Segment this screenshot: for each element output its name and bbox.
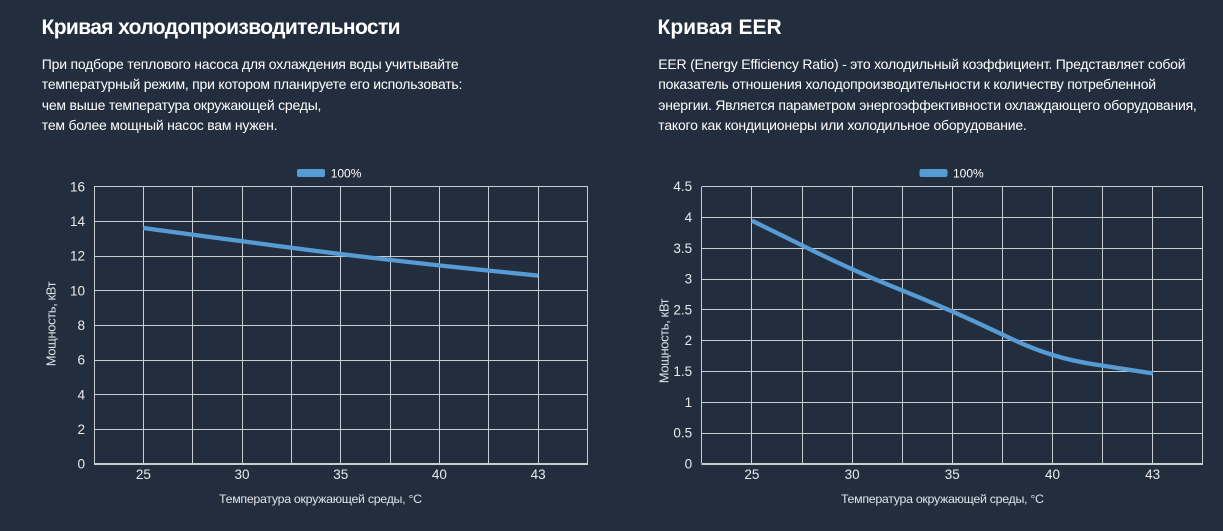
- svg-text:Температура окружающей среды,: Температура окружающей среды, °C: [841, 492, 1044, 506]
- svg-text:12: 12: [70, 249, 85, 264]
- svg-text:Температура окружающей среды,: Температура окружающей среды, °C: [219, 492, 422, 506]
- svg-text:16: 16: [70, 179, 85, 194]
- svg-text:0: 0: [77, 457, 85, 472]
- svg-text:4.5: 4.5: [673, 179, 692, 194]
- svg-text:35: 35: [333, 467, 348, 482]
- svg-text:1: 1: [685, 395, 693, 410]
- svg-text:4: 4: [685, 210, 693, 225]
- svg-text:4: 4: [77, 387, 85, 402]
- svg-text:Мощность, кВт: Мощность, кВт: [657, 298, 672, 383]
- svg-text:10: 10: [70, 283, 85, 298]
- svg-text:25: 25: [744, 467, 759, 482]
- svg-text:100%: 100%: [953, 167, 984, 181]
- svg-text:6: 6: [77, 353, 85, 368]
- svg-text:40: 40: [1045, 467, 1060, 482]
- svg-text:43: 43: [531, 467, 546, 482]
- svg-text:35: 35: [945, 467, 960, 482]
- svg-text:40: 40: [432, 467, 447, 482]
- svg-text:8: 8: [77, 318, 85, 333]
- svg-text:3.5: 3.5: [673, 241, 692, 256]
- svg-text:2.5: 2.5: [673, 302, 692, 317]
- svg-text:2: 2: [77, 422, 85, 437]
- svg-text:2: 2: [685, 333, 693, 348]
- svg-text:30: 30: [845, 467, 860, 482]
- svg-text:1.5: 1.5: [673, 364, 692, 379]
- svg-text:30: 30: [235, 467, 250, 482]
- svg-text:0: 0: [685, 456, 693, 471]
- svg-text:14: 14: [70, 214, 86, 229]
- svg-text:0.5: 0.5: [673, 426, 692, 441]
- svg-text:25: 25: [136, 467, 151, 482]
- svg-text:3: 3: [685, 272, 693, 287]
- svg-text:100%: 100%: [331, 167, 362, 181]
- svg-text:43: 43: [1145, 467, 1160, 482]
- svg-text:Мощность, кВт: Мощность, кВт: [43, 281, 58, 366]
